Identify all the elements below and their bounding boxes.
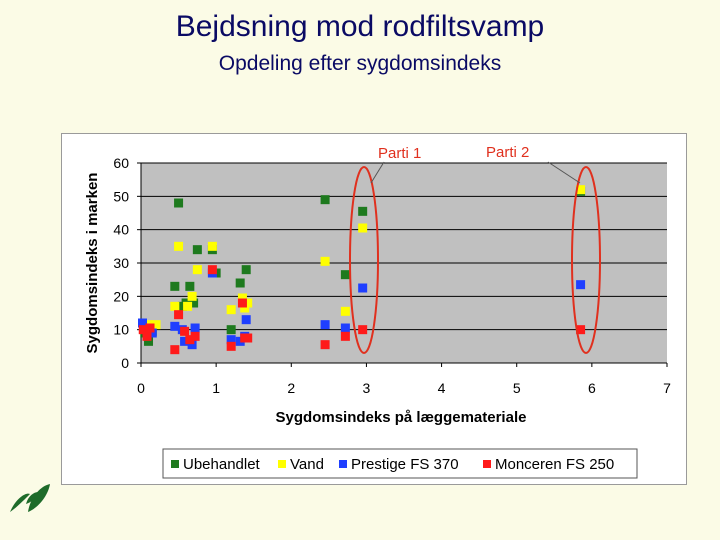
data-point-prestige-fs-370 <box>241 315 251 325</box>
legend-marker-vand <box>278 460 286 468</box>
data-point-vand <box>340 306 350 316</box>
data-point-monceren-fs-250 <box>207 265 217 275</box>
data-point-vand <box>187 291 197 301</box>
data-point-monceren-fs-250 <box>138 325 148 335</box>
data-point-ubehandlet <box>170 281 180 291</box>
y-tick-label: 50 <box>113 188 129 204</box>
data-point-monceren-fs-250 <box>358 325 368 335</box>
legend-marker-monceren-fs-250 <box>483 460 491 468</box>
data-point-vand <box>237 293 247 303</box>
data-point-vand <box>226 305 236 315</box>
parti1-ellipse <box>349 166 379 354</box>
data-point-monceren-fs-250 <box>576 325 586 335</box>
x-tick-label: 2 <box>287 380 295 396</box>
data-point-vand <box>207 241 217 251</box>
data-point-vand <box>183 301 193 311</box>
parti1-label: Parti 1 <box>378 145 421 162</box>
legend-label-ubehandlet: Ubehandlet <box>183 456 261 473</box>
data-point-prestige-fs-370 <box>138 318 148 328</box>
data-point-ubehandlet <box>189 298 199 308</box>
parti1-callout-line <box>370 161 385 184</box>
data-point-prestige-fs-370 <box>358 283 368 293</box>
x-tick-label: 7 <box>663 380 671 396</box>
data-point-ubehandlet <box>320 195 330 205</box>
x-tick-label: 5 <box>513 380 521 396</box>
legend-label-monceren-fs-250: Monceren FS 250 <box>495 456 614 473</box>
legend-marker-ubehandlet <box>171 460 179 468</box>
data-point-vand <box>358 223 368 233</box>
data-point-monceren-fs-250 <box>180 326 190 336</box>
data-point-ubehandlet <box>241 265 251 275</box>
data-point-ubehandlet <box>358 206 368 216</box>
y-tick-label: 20 <box>113 288 129 304</box>
x-tick-label: 0 <box>137 380 145 396</box>
data-point-ubehandlet <box>340 270 350 280</box>
legend-label-vand: Vand <box>290 456 324 473</box>
data-point-monceren-fs-250 <box>243 333 253 343</box>
data-point-vand <box>174 241 184 251</box>
data-point-vand <box>151 320 161 330</box>
x-tick-label: 1 <box>212 380 220 396</box>
data-point-monceren-fs-250 <box>320 340 330 350</box>
data-point-prestige-fs-370 <box>226 335 236 345</box>
leaf-logo-icon <box>10 484 50 512</box>
legend: Ubehandlet Vand Prestige FS 370 Monceren FS… <box>171 456 614 473</box>
data-point-vand <box>576 185 586 195</box>
data-point-ubehandlet <box>235 278 245 288</box>
y-tick-label: 10 <box>113 322 129 338</box>
data-point-prestige-fs-370 <box>180 336 190 346</box>
data-point-ubehandlet <box>144 336 154 346</box>
y-axis-label: Sygdomsindeks i marken <box>84 173 101 354</box>
data-point-monceren-fs-250 <box>340 331 350 341</box>
data-point-vand <box>192 265 202 275</box>
slide-subtitle: Opdeling efter sygdomsindeks <box>218 52 502 75</box>
data-point-vand <box>320 256 330 266</box>
data-point-ubehandlet <box>174 198 184 208</box>
data-point-vand <box>240 303 250 313</box>
parti2-label: Parti 2 <box>486 144 529 161</box>
data-point-prestige-fs-370 <box>576 280 586 290</box>
data-point-prestige-fs-370 <box>170 321 180 331</box>
data-point-monceren-fs-250 <box>190 331 200 341</box>
data-point-ubehandlet <box>226 325 236 335</box>
data-point-prestige-fs-370 <box>320 320 330 330</box>
data-point-monceren-fs-250 <box>226 341 236 351</box>
y-tick-label: 40 <box>113 222 129 238</box>
data-point-monceren-fs-250 <box>145 323 155 333</box>
data-point-ubehandlet <box>192 245 202 255</box>
data-point-vand <box>170 301 180 311</box>
x-axis-label: Sygdomsindeks på læggemateriale <box>276 409 527 426</box>
legend-box <box>162 448 638 479</box>
data-point-prestige-fs-370 <box>235 336 245 346</box>
data-point-prestige-fs-370 <box>190 323 200 333</box>
data-point-prestige-fs-370 <box>187 340 197 350</box>
legend-marker-prestige-fs-370 <box>339 460 347 468</box>
parti2-callout-line <box>547 161 581 184</box>
data-point-monceren-fs-250 <box>170 345 180 355</box>
data-point-vand <box>243 298 253 308</box>
y-tick-label: 60 <box>113 155 129 171</box>
legend-label-prestige-fs-370: Prestige FS 370 <box>351 456 459 473</box>
y-tick-label: 0 <box>121 355 129 371</box>
data-point-monceren-fs-250 <box>174 310 184 320</box>
data-point-prestige-fs-370 <box>147 328 157 338</box>
data-point-prestige-fs-370 <box>340 323 350 333</box>
tick-labels: 0 10 20 30 40 50 60 0 1 2 3 4 5 6 7 <box>113 155 671 396</box>
data-points <box>138 185 586 355</box>
data-point-ubehandlet <box>185 281 195 291</box>
data-point-monceren-fs-250 <box>185 335 195 345</box>
data-point-monceren-fs-250 <box>237 298 247 308</box>
x-tick-label: 6 <box>588 380 596 396</box>
x-tick-label: 4 <box>438 380 446 396</box>
slide-title: Bejdsning mod rodfiltsvamp <box>175 10 545 43</box>
x-tick-label: 3 <box>363 380 371 396</box>
data-point-monceren-fs-250 <box>142 331 152 341</box>
y-tick-label: 30 <box>113 255 129 271</box>
parti2-ellipse <box>571 166 601 354</box>
